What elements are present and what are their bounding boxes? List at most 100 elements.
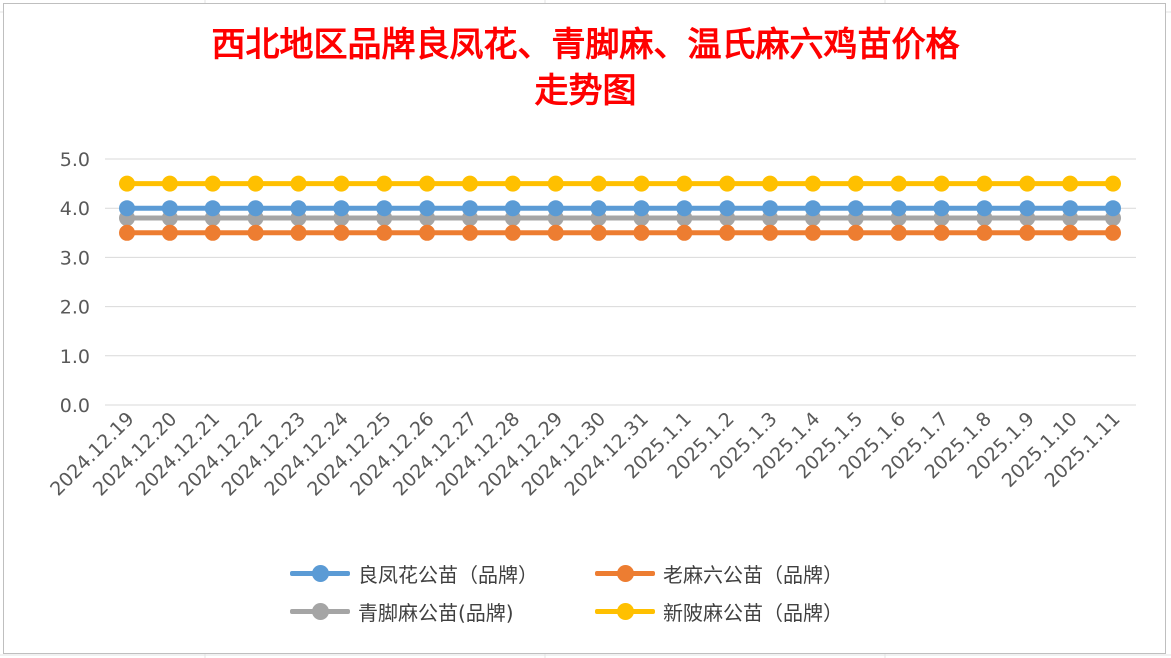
data-point[interactable]: [1105, 200, 1121, 217]
data-point[interactable]: [247, 200, 264, 217]
data-point[interactable]: [676, 224, 693, 241]
chart-title: 西北地区品牌良凤花、青脚麻、温氏麻六鸡苗价格 走势图: [0, 22, 1171, 114]
series-2: [119, 224, 1121, 241]
data-point[interactable]: [161, 175, 178, 192]
data-point[interactable]: [419, 200, 436, 217]
data-point[interactable]: [633, 224, 650, 241]
data-point[interactable]: [890, 200, 907, 217]
data-point[interactable]: [976, 175, 993, 192]
data-point[interactable]: [290, 224, 307, 241]
data-point[interactable]: [676, 175, 693, 192]
legend-marker-icon: [595, 594, 655, 628]
data-point[interactable]: [204, 224, 221, 241]
data-point[interactable]: [1019, 175, 1036, 192]
chart-title-line-1: 西北地区品牌良凤花、青脚麻、温氏麻六鸡苗价格: [211, 25, 960, 65]
data-point[interactable]: [504, 200, 521, 217]
data-point[interactable]: [161, 200, 178, 217]
data-point[interactable]: [290, 200, 307, 217]
x-axis-tick-labels: 2024.12.192024.12.202024.12.212024.12.22…: [46, 408, 1124, 500]
data-point[interactable]: [376, 175, 393, 192]
data-point[interactable]: [590, 224, 607, 241]
data-point[interactable]: [633, 175, 650, 192]
data-point[interactable]: [504, 175, 521, 192]
data-point[interactable]: [333, 175, 350, 192]
data-point[interactable]: [976, 200, 993, 217]
legend-marker-icon: [290, 594, 350, 628]
data-point[interactable]: [333, 224, 350, 241]
legend-label: 老麻六公苗（品牌）: [663, 562, 843, 587]
data-point[interactable]: [119, 224, 135, 241]
data-point[interactable]: [719, 224, 736, 241]
data-point[interactable]: [590, 200, 607, 217]
y-tick-label: 1.0: [60, 346, 90, 368]
data-point[interactable]: [419, 175, 436, 192]
data-point[interactable]: [804, 224, 821, 241]
data-point[interactable]: [290, 175, 307, 192]
data-point[interactable]: [547, 175, 564, 192]
data-point[interactable]: [847, 200, 864, 217]
chart-title-line-2: 走势图: [534, 71, 637, 111]
data-point[interactable]: [676, 200, 693, 217]
y-tick-label: 4.0: [60, 198, 90, 220]
data-point[interactable]: [890, 224, 907, 241]
data-point[interactable]: [804, 200, 821, 217]
gridlines: [105, 158, 1136, 406]
data-point[interactable]: [547, 224, 564, 241]
legend-item-series-4[interactable]: 新陂麻公苗（品牌）: [595, 594, 843, 628]
data-point[interactable]: [247, 175, 264, 192]
y-tick-label: 3.0: [60, 247, 90, 269]
legend-item-series-2[interactable]: 老麻六公苗（品牌）: [595, 556, 843, 590]
data-point[interactable]: [461, 200, 478, 217]
data-point[interactable]: [1019, 200, 1036, 217]
data-point[interactable]: [933, 224, 950, 241]
data-point[interactable]: [204, 200, 221, 217]
data-point[interactable]: [804, 175, 821, 192]
y-tick-label: 0.0: [60, 395, 90, 417]
data-point[interactable]: [976, 224, 993, 241]
data-point[interactable]: [1105, 224, 1121, 241]
data-point[interactable]: [376, 224, 393, 241]
data-point[interactable]: [762, 224, 779, 241]
data-point[interactable]: [547, 200, 564, 217]
data-point[interactable]: [719, 200, 736, 217]
data-point[interactable]: [247, 224, 264, 241]
data-point[interactable]: [762, 175, 779, 192]
data-point[interactable]: [333, 200, 350, 217]
data-point[interactable]: [204, 175, 221, 192]
data-point[interactable]: [719, 175, 736, 192]
data-point[interactable]: [419, 224, 436, 241]
data-point[interactable]: [161, 224, 178, 241]
data-point[interactable]: [933, 200, 950, 217]
data-point[interactable]: [376, 200, 393, 217]
series-4: [119, 175, 1121, 192]
legend-item-series-1[interactable]: 良凤花公苗（品牌）: [290, 556, 538, 590]
data-point[interactable]: [1062, 175, 1079, 192]
data-point[interactable]: [1062, 200, 1079, 217]
legend-item-series-3[interactable]: 青脚麻公苗(品牌): [290, 594, 514, 628]
data-point[interactable]: [890, 175, 907, 192]
data-point[interactable]: [119, 175, 135, 192]
data-point[interactable]: [847, 175, 864, 192]
data-point[interactable]: [1019, 224, 1036, 241]
legend-label: 青脚麻公苗(品牌): [358, 600, 514, 625]
y-axis-tick-labels: 0.0 1.0 2.0 3.0 4.0 5.0: [60, 149, 90, 417]
data-point[interactable]: [119, 200, 135, 217]
y-tick-label: 5.0: [60, 149, 90, 171]
data-point[interactable]: [1105, 175, 1121, 192]
data-point[interactable]: [1062, 224, 1079, 241]
series-1: [119, 200, 1121, 217]
data-point[interactable]: [461, 175, 478, 192]
chart-area[interactable]: [3, 3, 1166, 654]
data-point[interactable]: [633, 200, 650, 217]
data-point[interactable]: [504, 224, 521, 241]
legend-label: 新陂麻公苗（品牌）: [663, 600, 843, 625]
data-point[interactable]: [933, 175, 950, 192]
legend-marker-icon: [290, 556, 350, 590]
data-point[interactable]: [762, 200, 779, 217]
legend-marker-icon: [595, 556, 655, 590]
data-point[interactable]: [461, 224, 478, 241]
legend-label: 良凤花公苗（品牌）: [358, 562, 538, 587]
data-point[interactable]: [590, 175, 607, 192]
data-point[interactable]: [847, 224, 864, 241]
